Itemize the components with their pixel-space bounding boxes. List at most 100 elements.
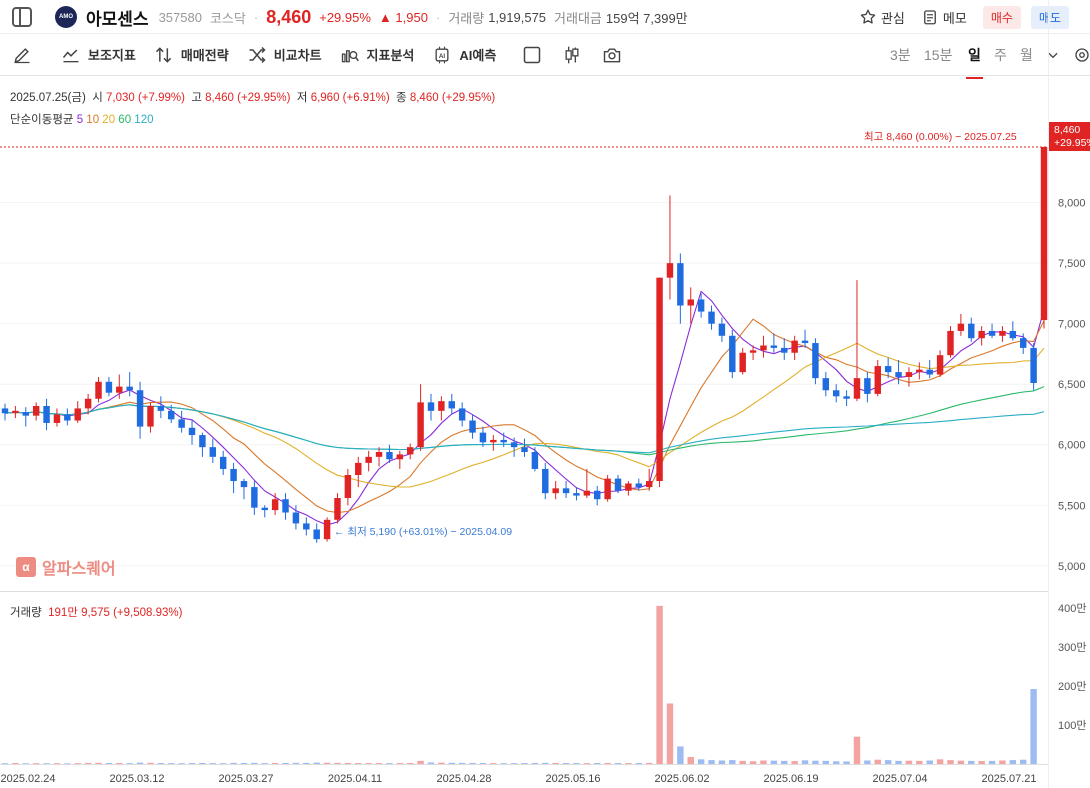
tab-month[interactable]: 월 (1020, 47, 1033, 63)
volume-bar (230, 762, 237, 764)
sell-button[interactable]: 매도 (1030, 5, 1069, 29)
price-tag-change: +29.95% (1054, 137, 1090, 149)
candle-body (271, 499, 279, 511)
volume-bar (271, 763, 279, 765)
volume-bar (594, 763, 601, 765)
volume-bar (905, 760, 913, 764)
timeframe-day[interactable]: 일 (966, 34, 983, 79)
timeframe-month[interactable]: 월 (1020, 34, 1033, 76)
analysis-label: 지표분석 (366, 48, 415, 63)
analysis-button[interactable]: 지표분석 (340, 45, 415, 65)
candle-body (209, 447, 217, 457)
indicators-button[interactable]: 보조지표 (61, 45, 136, 65)
volume-bar (936, 759, 944, 764)
timeframe-more[interactable] (1046, 34, 1060, 76)
candle-body (521, 447, 528, 452)
candle-body (427, 402, 435, 411)
volume-bar (53, 763, 61, 765)
volume-bar (760, 760, 767, 764)
ma10-label: 10 (86, 114, 100, 126)
candle-body (510, 442, 518, 448)
draw-tool-button[interactable] (12, 45, 39, 65)
date-tick-label: 2025.04.11 (328, 773, 382, 785)
sidebar-toggle-icon[interactable] (12, 7, 32, 27)
candle-body (978, 330, 985, 339)
candle-body (968, 323, 975, 339)
settings-button[interactable] (1073, 34, 1090, 76)
buy-button[interactable]: 매수 (982, 5, 1021, 29)
volume-bar (843, 761, 850, 764)
volume-bar (625, 763, 632, 765)
timeframe-15min[interactable]: 15분 (924, 34, 952, 76)
watch-button[interactable]: 관심 (859, 8, 905, 27)
square-tool-button[interactable] (522, 45, 542, 65)
candle-body (323, 519, 331, 540)
tab-day[interactable]: 일 (966, 47, 983, 79)
volume-bar (1030, 689, 1037, 764)
date-tick-label: 2025.05.16 (545, 773, 600, 785)
amount-value: 159억 7,399만 (605, 10, 688, 26)
stock-name[interactable]: 아모센스 (86, 9, 149, 29)
volume-bar (282, 762, 289, 764)
tab-3min[interactable]: 3분 (890, 47, 911, 63)
volume-bar (126, 763, 133, 765)
volume-bar (251, 762, 258, 764)
candle-body (64, 414, 71, 421)
candle-body (199, 435, 206, 448)
date-tick-label: 2025.02.24 (0, 773, 55, 785)
ai-chip-icon: AI (435, 46, 449, 63)
chevron-down-icon (1048, 52, 1058, 59)
volume-bar (812, 760, 819, 764)
volume-bar (739, 760, 746, 764)
candle-body (334, 498, 341, 520)
volume-bar (500, 763, 507, 765)
candle-body (957, 323, 965, 331)
candle-type-button[interactable] (562, 45, 582, 65)
price-tick-label: 6,000 (1058, 440, 1086, 452)
volume-bar (1, 763, 9, 765)
volume-bar (666, 703, 674, 764)
volume-bar (552, 762, 559, 764)
volume-bar (64, 763, 71, 765)
volume-bar (708, 760, 715, 764)
date-tick-label: 2025.06.02 (654, 773, 709, 785)
timeframe-week[interactable]: 주 (994, 34, 1007, 76)
high-label: 고 (191, 92, 202, 104)
timeframe-3min[interactable]: 3분 (890, 34, 911, 76)
strategy-button[interactable]: 매매전략 (154, 45, 229, 65)
volume-bar (749, 761, 757, 764)
ma-legend[interactable]: 단순이동평균 5 10 20 60 120 (10, 111, 153, 127)
candle-body (313, 529, 320, 540)
screenshot-button[interactable] (602, 45, 622, 65)
candle-body (905, 372, 913, 377)
volume-bar (853, 736, 861, 764)
candle-body (635, 483, 643, 488)
volume-bar (729, 760, 736, 764)
candle-body (614, 478, 622, 491)
close-label: 종 (396, 92, 407, 104)
tab-15min[interactable]: 15분 (924, 47, 953, 63)
market-name: 코스닥 (209, 10, 246, 26)
candle-body (12, 410, 19, 414)
volume-bar (988, 760, 996, 764)
candle-body (157, 406, 165, 411)
volume-bar (968, 760, 975, 764)
up-arrow-icon: ▲ (378, 9, 392, 25)
ohlc-info: 2025.07.25(금) 시 7,030 (+7.99%) 고 8,460 (… (10, 89, 495, 105)
volume-bar (697, 759, 705, 764)
volume-bar (718, 760, 726, 764)
candle-body (781, 347, 788, 353)
candle-body (448, 401, 455, 409)
candle-body (926, 369, 933, 375)
compare-button[interactable]: 비교차트 (247, 45, 322, 65)
candle-body (292, 512, 300, 524)
candle-body (32, 406, 40, 416)
memo-button[interactable]: 메모 (921, 8, 967, 27)
candle-body (812, 343, 819, 379)
candle-body (947, 330, 954, 356)
tab-week[interactable]: 주 (994, 47, 1007, 63)
candle-body (666, 263, 674, 278)
ai-predict-button[interactable]: AI AI예측 (432, 45, 496, 65)
candle-body (988, 330, 996, 336)
